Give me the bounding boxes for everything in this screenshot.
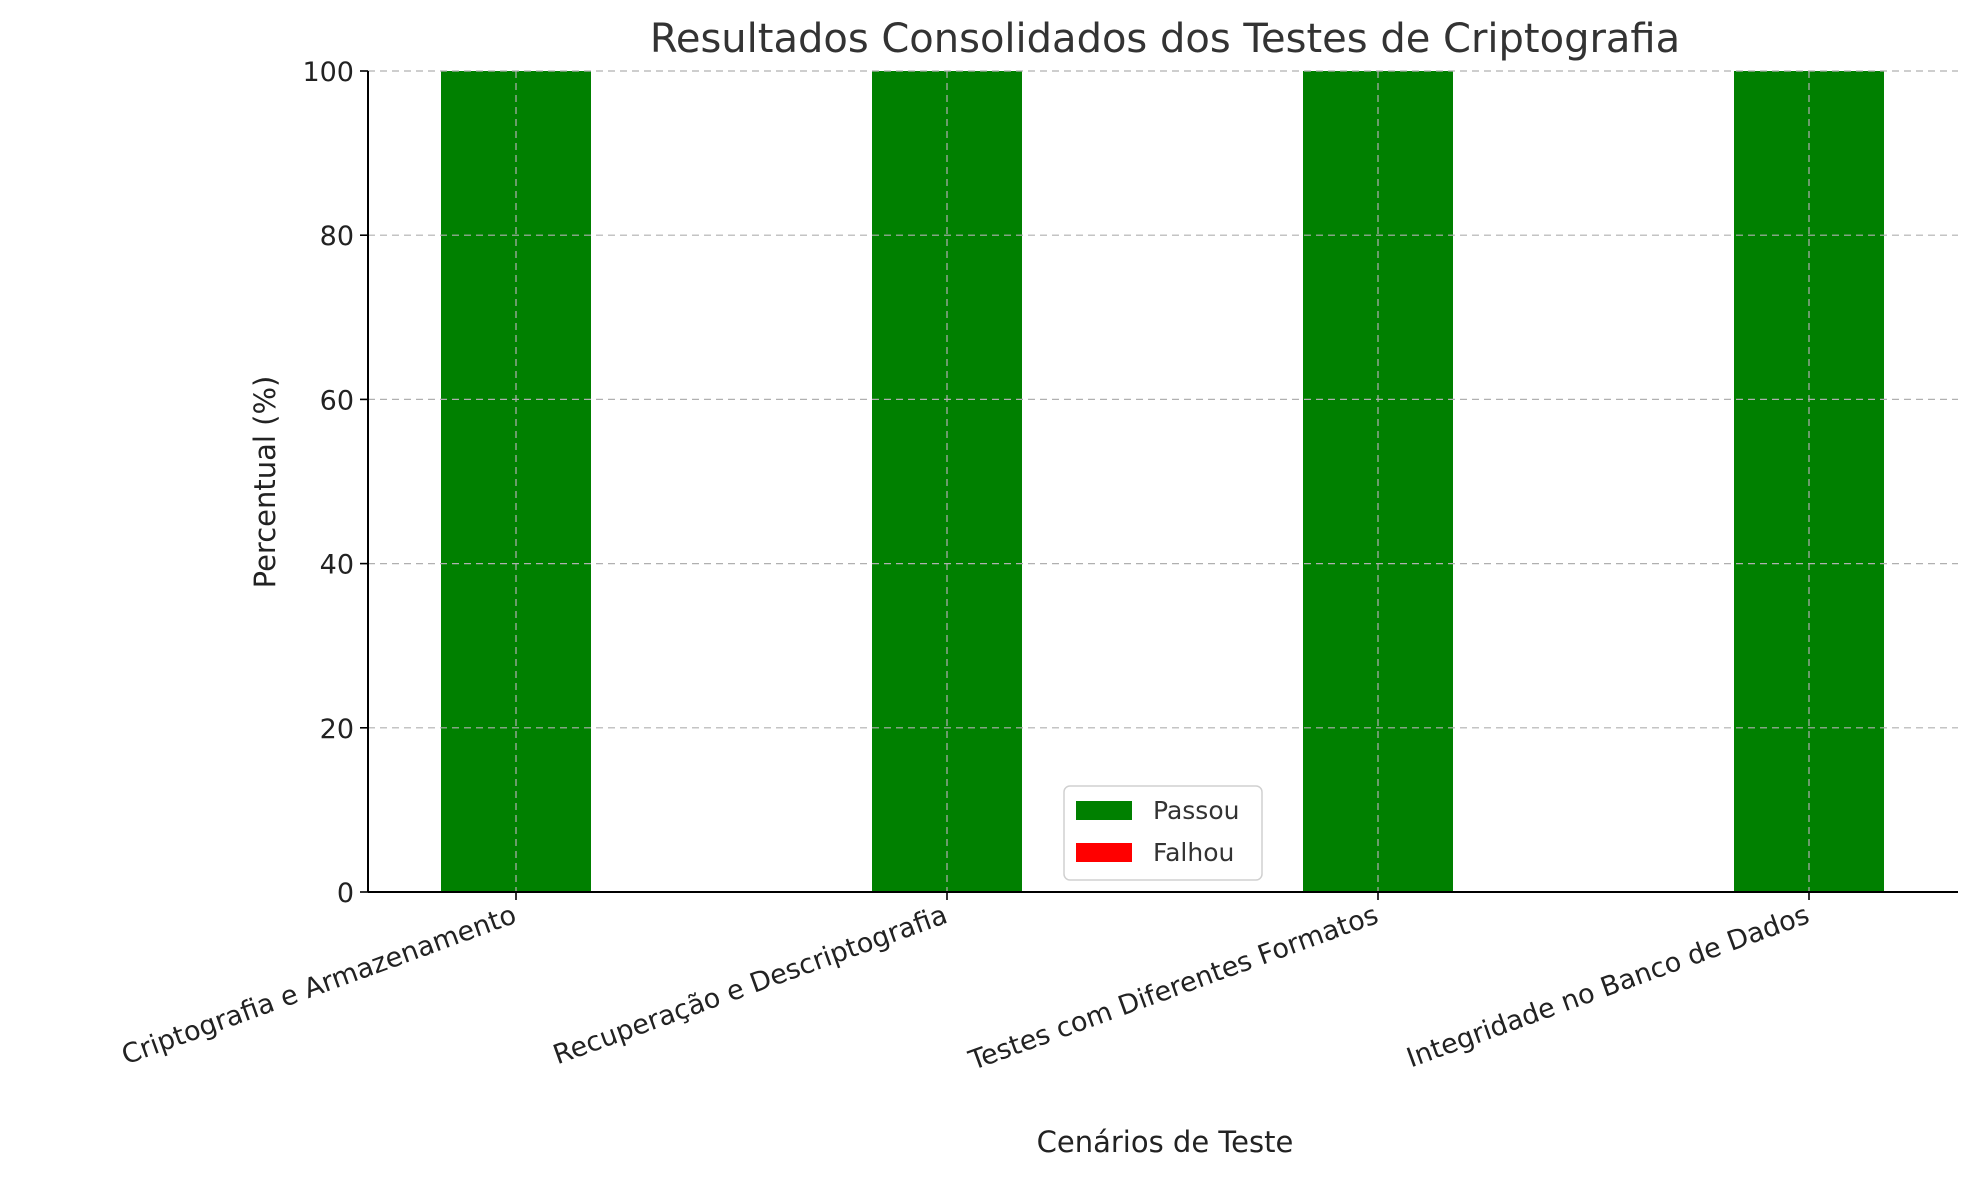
y-tick-label: 0 (337, 878, 354, 909)
legend-swatch-passou (1076, 801, 1132, 820)
x-tick-label: Integridade no Banco de Dados (1403, 899, 1814, 1074)
legend-label-falhou: Falhou (1153, 838, 1234, 867)
x-axis-label: Cenários de Teste (1037, 1125, 1294, 1159)
legend-swatch-falhou (1076, 843, 1132, 862)
y-tick-label: 40 (320, 550, 354, 581)
grid-layer (368, 70, 1958, 892)
y-axis-label: Percentual (%) (248, 376, 282, 589)
chart-title: Resultados Consolidados dos Testes de Cr… (650, 16, 1680, 62)
x-tick-label: Testes com Diferentes Formatos (964, 899, 1382, 1077)
y-tick-label: 100 (302, 57, 354, 88)
legend: Passou Falhou (1063, 785, 1263, 881)
x-tick-label: Recuperação e Descriptografia (549, 899, 951, 1071)
bars-layer (441, 71, 1884, 892)
axes-layer (367, 71, 1958, 893)
x-tick-label: Criptografia e Armazenamento (118, 899, 521, 1071)
legend-label-passou: Passou (1153, 796, 1239, 825)
y-tick-label: 60 (320, 385, 354, 416)
y-tick-label: 80 (320, 221, 354, 252)
y-tick-label: 20 (320, 714, 354, 745)
